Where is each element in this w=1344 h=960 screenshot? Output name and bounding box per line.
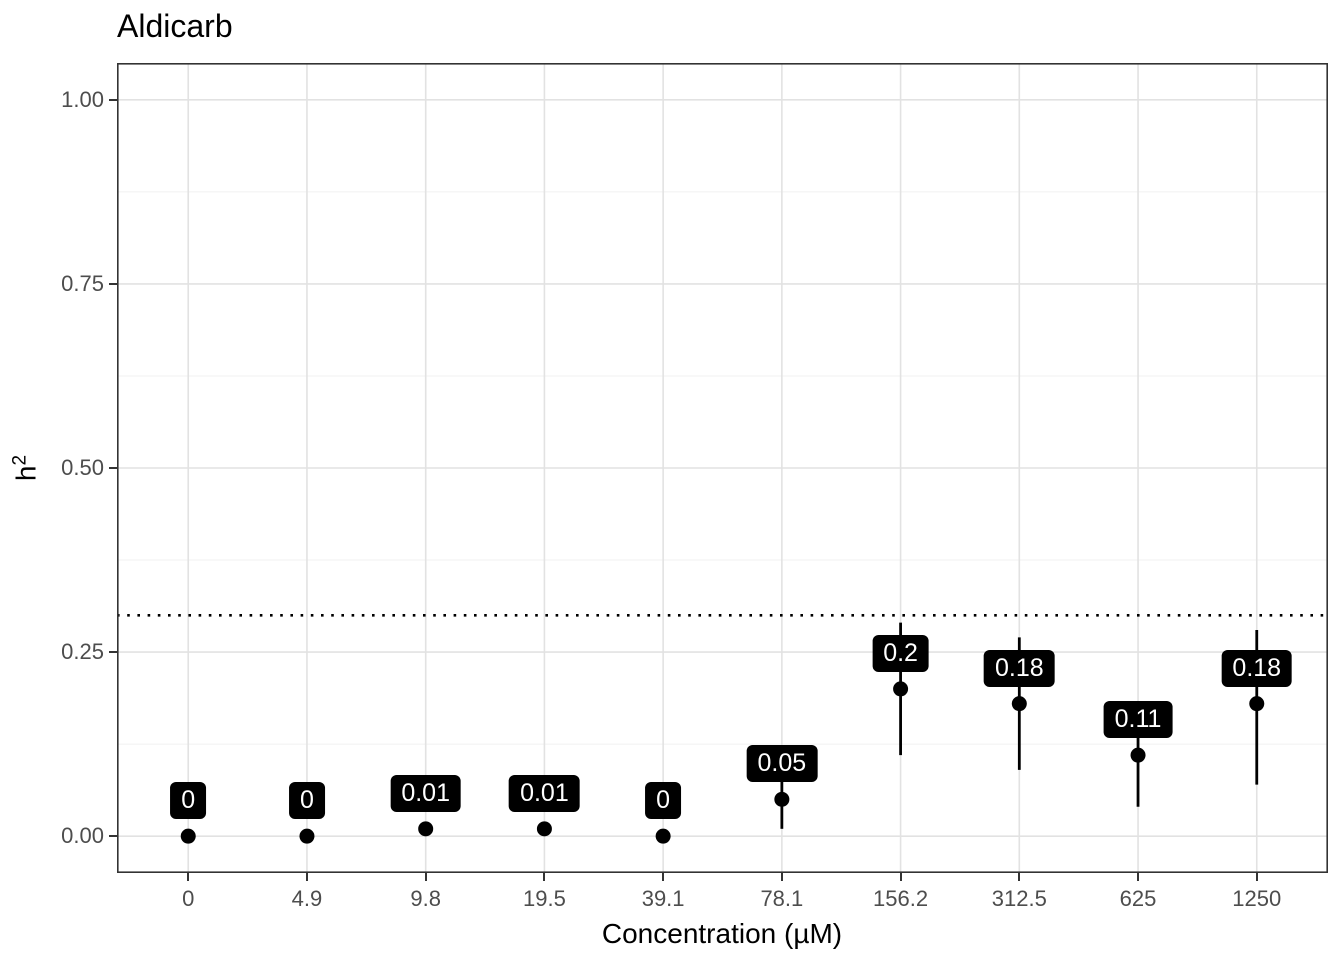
x-tick-mark bbox=[424, 873, 427, 881]
x-tick-label: 312.5 bbox=[991, 886, 1047, 911]
x-tick-mark bbox=[899, 873, 902, 881]
plot-panel bbox=[117, 63, 1328, 873]
data-point bbox=[536, 821, 552, 837]
x-tick-label: 78.1 bbox=[760, 886, 804, 911]
point-value-label: 0.11 bbox=[1103, 701, 1173, 739]
data-point bbox=[655, 828, 671, 844]
point-value-label: 0.01 bbox=[509, 774, 580, 812]
data-point bbox=[1130, 747, 1146, 763]
data-point bbox=[180, 828, 196, 844]
y-tick-label: 0.25 bbox=[61, 639, 104, 665]
x-tick-label: 39.1 bbox=[641, 886, 685, 911]
y-tick-mark bbox=[109, 467, 117, 469]
point-value-label: 0.05 bbox=[746, 745, 818, 783]
data-point bbox=[774, 791, 790, 807]
point-value-label: 0.01 bbox=[390, 774, 462, 812]
x-tick-mark bbox=[305, 873, 308, 881]
data-point bbox=[893, 681, 909, 697]
point-value-label: 0 bbox=[289, 782, 325, 820]
x-tick-label: 4.9 bbox=[291, 886, 323, 911]
x-tick-mark bbox=[780, 873, 783, 881]
x-tick-label: 156.2 bbox=[873, 886, 929, 911]
data-point bbox=[418, 821, 434, 837]
x-tick-mark bbox=[1137, 873, 1140, 881]
y-tick-mark bbox=[109, 835, 117, 838]
point-value-label: 0 bbox=[645, 782, 682, 820]
data-point bbox=[1249, 696, 1265, 712]
x-tick-mark bbox=[662, 873, 665, 881]
plot-svg bbox=[117, 63, 1328, 873]
y-tick-label: 1.00 bbox=[61, 86, 104, 112]
x-tick-mark bbox=[1255, 873, 1258, 881]
x-tick-mark bbox=[1018, 873, 1021, 881]
x-tick-label: 1250 bbox=[1232, 886, 1282, 911]
y-tick-label: 0.50 bbox=[61, 455, 104, 480]
x-tick-label: 0 bbox=[182, 886, 195, 911]
panel-border bbox=[117, 63, 1328, 873]
y-tick-label: 0.00 bbox=[61, 823, 104, 849]
x-tick-mark bbox=[543, 873, 546, 881]
y-tick-mark bbox=[109, 651, 117, 654]
x-tick-label: 19.5 bbox=[522, 886, 566, 911]
point-value-label: 0.18 bbox=[1221, 649, 1293, 687]
x-tick-mark bbox=[187, 873, 190, 881]
point-value-label: 0.18 bbox=[983, 649, 1055, 687]
data-point bbox=[1011, 696, 1027, 712]
y-tick-label: 0.75 bbox=[61, 270, 104, 296]
y-tick-mark bbox=[109, 282, 117, 285]
x-axis-title: Concentration (µM) bbox=[601, 918, 843, 949]
data-point bbox=[299, 828, 315, 844]
chart-title: Aldicarb bbox=[117, 8, 233, 44]
x-tick-label: 9.8 bbox=[410, 886, 441, 911]
y-tick-mark bbox=[109, 98, 117, 101]
point-value-label: 0 bbox=[170, 782, 207, 820]
x-tick-label: 625 bbox=[1119, 886, 1157, 911]
point-value-label: 0.2 bbox=[872, 634, 929, 672]
